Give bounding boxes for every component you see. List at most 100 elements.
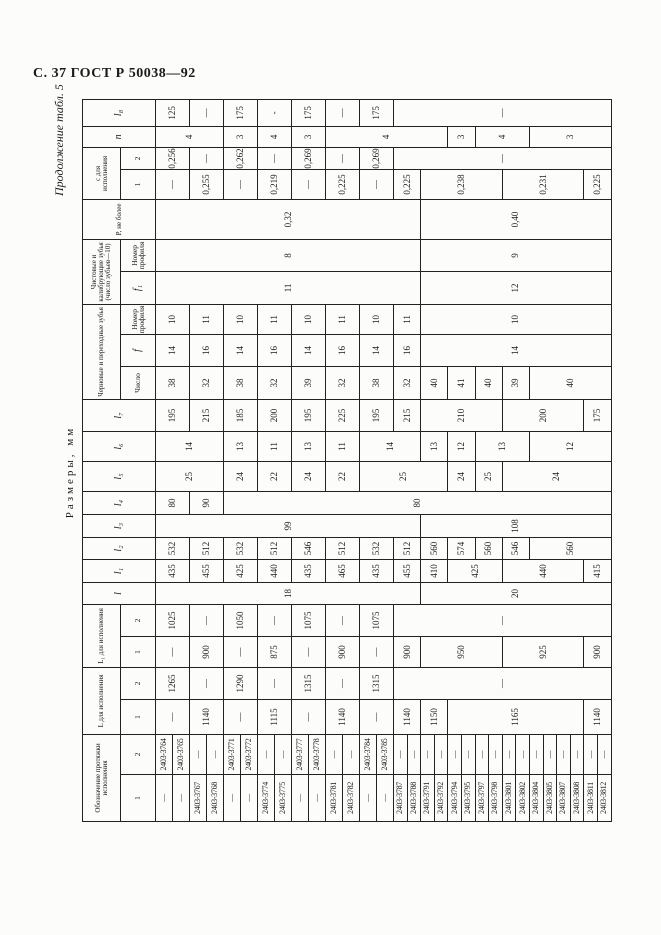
cell-l5: 25 [155,461,224,492]
cell-designation-1: 2403-3805 [543,774,557,822]
cell-L-2: 1265 [155,667,190,700]
header-finishing-teeth: Чистовые и калибрующие зубья (число зубь… [82,239,121,305]
cell-c-2: 0,269 [291,147,326,170]
cell-designation-2: 2403-3772 [240,734,258,775]
cell-rough-count: 32 [189,366,224,400]
cell-l1: 465 [325,559,360,583]
table-continuation-label: Продолжение табл. 5 [52,84,66,196]
cell-designation-2: — [570,734,584,775]
cell-designation-1: — [308,774,326,822]
table-5-continuation: Обозначение протяжки исполнения L для ис… [82,99,612,822]
cell-n: 4 [475,126,530,148]
cell-designation-2: — [206,734,224,775]
cell-designation-2: — [475,734,489,775]
cell-l8: 125 [155,99,190,127]
cell-L1-2: 1050 [223,604,258,637]
cell-c-1: 0,225 [393,169,421,200]
header-c-1: 1 [120,169,156,200]
table-row: 2403-3791—1150 950 20 410 560 108 13 210 40 14 10 1… [420,99,611,822]
cell-c-1: 0,238 [420,169,503,200]
cell-rough-f: 14 [223,334,258,367]
cell-l1: 455 [189,559,224,583]
cell-l8: — [393,99,611,127]
cell-n: 4 [325,126,448,148]
header-L1-2: 2 [120,604,156,637]
cell-designation-1: 2403-3798 [488,774,503,822]
header-l2: l₂ [82,537,156,560]
cell-c-1: 0,225 [583,169,611,200]
cell-l7: 195 [359,399,394,432]
cell-L1-2: 1075 [359,604,394,637]
cell-finish-f1: 11 [155,271,421,305]
cell-L1-2: — [189,604,224,637]
cell-l3: 99 [155,514,421,538]
cell-rough-f: 14 [359,334,394,367]
cell-designation-2: — [502,734,516,775]
cell-designation-2: 2403-3778 [308,734,326,775]
cell-l7: 175 [583,399,611,432]
header-rough-f: f [120,334,156,367]
cell-L1-1: — [155,636,190,668]
cell-l5: 25 [475,461,503,492]
cell-designation-1: — [240,774,258,822]
cell-rough-profile: 10 [291,304,326,335]
header-l4: l₄ [82,491,156,515]
cell-rough-profile: 10 [223,304,258,335]
cell-l1: 425 [223,559,258,583]
cell-rough-count: 32 [325,366,360,400]
cell-l4: 80 [155,491,190,515]
cell-l2: 512 [189,537,224,560]
cell-designation-2: — [393,734,408,775]
cell-rough-count: 32 [393,366,421,400]
cell-rough-profile: 11 [393,304,421,335]
cell-rough-profile: 10 [420,304,611,335]
cell-c-2: — [325,147,360,170]
cell-rough-count: 38 [223,366,258,400]
cell-c-1: — [155,169,190,200]
cell-l2: 512 [393,537,421,560]
cell-designation-1: 2403-3794 [447,774,462,822]
cell-c-2: — [257,147,292,170]
header-l7: l₇ [82,399,156,432]
cell-L-2: — [189,667,224,700]
cell-finish-profile: 8 [155,239,421,272]
cell-l: 18 [155,582,421,605]
cell-l1: 435 [155,559,190,583]
cell-l6: 14 [155,431,224,462]
cell-c-1: — [223,169,258,200]
cell-rough-count: 39 [291,366,326,400]
cell-rough-count: 40 [420,366,448,400]
cell-rough-count: 38 [359,366,394,400]
cell-L-1: 1115 [257,699,292,735]
cell-designation-2: — [257,734,275,775]
cell-designation-1: 2403-3808 [570,774,584,822]
cell-L-1: 1150 [420,699,448,735]
cell-L1-1: 900 [393,636,421,668]
cell-l8: - [257,99,292,127]
cell-L1-1: 875 [257,636,292,668]
header-L1-1: 1 [120,636,156,668]
cell-designation-2: — [556,734,571,775]
cell-rough-count: 32 [257,366,292,400]
cell-designation-2: — [583,734,598,775]
cell-l2: 532 [359,537,394,560]
cell-l5: 24 [223,461,258,492]
cell-L-2: 1315 [291,667,326,700]
cell-designation-1: 2403-3801 [502,774,516,822]
cell-n: 3 [447,126,476,148]
cell-l8: 175 [291,99,326,127]
cell-L1-1: 950 [420,636,503,668]
cell-L-1: — [155,699,190,735]
cell-l8: — [189,99,224,127]
cell-L-1: 1140 [393,699,421,735]
header-n: n [82,126,156,148]
cell-designation-1: 2403-3795 [461,774,476,822]
cell-rough-f: 14 [420,334,611,367]
cell-designation-2: 2403-3765 [172,734,190,775]
cell-l7: 195 [155,399,190,432]
cell-designation-2: 2403-3764 [155,734,173,775]
header-finish-f1: f₁ [120,271,156,305]
cell-designation-1: 2403-3792 [434,774,448,822]
cell-P: 0,40 [420,199,611,240]
header-l8: l₈ [82,99,156,127]
